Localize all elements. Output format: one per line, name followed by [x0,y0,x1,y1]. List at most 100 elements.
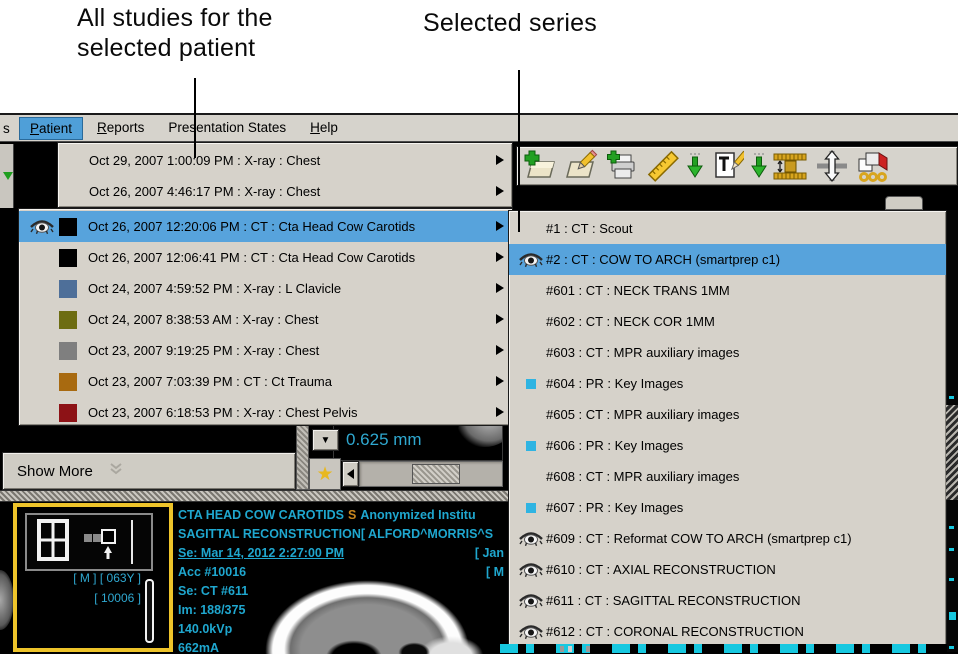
menu-help[interactable]: Help [310,119,338,135]
clipped-viewport-fragment [0,500,15,654]
clipped-scrollbar-fragment [946,405,958,500]
menu-reports[interactable]: Reports [97,119,145,135]
spine-range-icon[interactable] [772,148,810,184]
study-menu-item[interactable]: Oct 26, 2007 12:20:06 PM : CT : Cta Head… [19,211,512,242]
series-menu-item[interactable]: #607 : PR : Key Images [509,492,946,523]
series-label: #604 : PR : Key Images [546,376,684,391]
link-series-icon[interactable] [854,148,892,184]
study-menu-item[interactable]: Oct 26, 2007 12:06:41 PM : CT : Cta Head… [19,242,512,273]
menu-items: Patient Reports Presentation States Help [15,116,348,140]
textured-divider [0,490,513,502]
add-note-icon[interactable] [521,148,559,184]
study-menu-item[interactable]: Oct 23, 2007 9:19:25 PM : X-ray : Chest [19,335,512,366]
image-fragment [0,570,14,630]
submenu-arrow-icon [496,407,504,417]
series-icon-slot [515,502,546,513]
scrollbar-tab-fragment[interactable] [885,196,923,210]
study-color-square [59,310,77,329]
menu-bar: s Patient Reports Presentation States Help [0,113,958,142]
series-menu-item[interactable]: #609 : CT : Reformat COW TO ARCH (smartp… [509,523,946,554]
study-menu-item[interactable]: Oct 29, 2007 1:00:09 PM : X-ray : Chest [58,145,512,176]
study-menu-item[interactable]: Oct 24, 2007 4:59:52 PM : X-ray : L Clav… [19,273,512,304]
ct-image-viewport[interactable]: CTA HEAD COW CAROTIDS S Anonymized Institu… [173,502,508,654]
series-menu-item[interactable]: #611 : CT : SAGITTAL RECONSTRUCTION [509,585,946,616]
divider [131,520,133,564]
series-label: #612 : CT : CORONAL RECONSTRUCTION [546,624,804,639]
menu-patient[interactable]: Patient [19,116,84,140]
study-color-square [59,248,77,267]
vertical-scroll-indicator[interactable] [145,579,154,643]
study-color-square [59,403,77,422]
slice-thickness-value: 0.625 mm [346,430,422,449]
series-menu-item[interactable]: #605 : CT : MPR auxiliary images [509,399,946,430]
thumbnail-viewport[interactable]: [ M ] [ 063Y ] [ 10006 ] [13,503,173,652]
series-label: #606 : PR : Key Images [546,438,684,453]
series-menu-item[interactable]: #608 : CT : MPR auxiliary images [509,461,946,492]
patient-id: [ 10006 ] [94,591,141,605]
series-label: #610 : CT : AXIAL RECONSTRUCTION [546,562,776,577]
series-menu-item[interactable]: #612 : CT : CORONAL RECONSTRUCTION [509,616,946,647]
show-more-label: Show More [17,462,93,480]
study-menu-item[interactable]: Oct 24, 2007 8:38:53 AM : X-ray : Chest [19,304,512,335]
study-menu-item[interactable]: Oct 26, 2007 4:46:17 PM : X-ray : Chest [58,176,512,207]
series-label: #601 : CT : NECK TRANS 1MM [546,283,730,298]
submenu-arrow-icon [496,314,504,324]
key-image-square [525,502,536,513]
study-color-square [59,217,77,236]
study-label: Oct 23, 2007 9:19:25 PM : X-ray : Chest [88,343,320,358]
series-label: #605 : CT : MPR auxiliary images [546,407,740,422]
visible-eye-icon [515,251,546,268]
visible-eye-icon [25,218,59,235]
import-arrow-icon[interactable] [685,148,705,184]
annotation-all-studies: All studies for the selected patient [77,4,273,62]
pan-vertical-icon[interactable] [813,148,851,184]
series-menu-item[interactable]: #1 : CT : Scout [509,213,946,244]
grid-2x2-layout-icon[interactable] [37,519,69,566]
show-more-button[interactable]: Show More [2,452,296,490]
scroll-left-button[interactable] [342,461,359,487]
annotation-callout-line-studies [194,78,196,158]
series-menu-item[interactable]: #603 : CT : MPR auxiliary images [509,337,946,368]
series-menu-item[interactable]: #604 : PR : Key Images [509,368,946,399]
series-icon-slot [515,440,546,451]
visible-eye-icon [515,561,546,578]
study-menu-item[interactable]: Oct 23, 2007 7:03:39 PM : CT : Ct Trauma [19,366,512,397]
series-menu-item[interactable]: #610 : CT : AXIAL RECONSTRUCTION [509,554,946,585]
ruler-icon[interactable] [644,148,682,184]
status-badge: S [347,508,357,522]
series-label: #1 : CT : Scout [546,221,633,236]
series-label: #611 : CT : SAGITTAL RECONSTRUCTION [546,593,801,608]
series-label: #607 : PR : Key Images [546,500,684,515]
submenu-arrow-icon [496,252,504,262]
submenu-arrow-icon [496,376,504,386]
series-menu-item[interactable]: #602 : CT : NECK COR 1MM [509,306,946,337]
annotation-selected-series: Selected series [423,9,597,37]
horizontal-scrollbar[interactable] [359,461,503,487]
series-label: #609 : CT : Reformat COW TO ARCH (smartp… [546,531,852,546]
toolbar [516,146,958,186]
series-position-icon[interactable] [83,525,123,566]
study-label: Oct 26, 2007 12:20:06 PM : CT : Cta Head… [88,219,416,234]
series-menu-item[interactable]: #606 : PR : Key Images [509,430,946,461]
study-label: Oct 24, 2007 8:38:53 AM : X-ray : Chest [88,312,319,327]
study-label: Oct 29, 2007 1:00:09 PM : X-ray : Chest [89,153,321,168]
clipped-toolbar-fragment [0,144,14,208]
clipped-text-fragments [500,644,947,653]
study-menu-item[interactable]: Oct 23, 2007 6:18:53 PM : X-ray : Chest … [19,397,512,428]
study-label: Oct 26, 2007 4:46:17 PM : X-ray : Chest [89,184,321,199]
import-arrow-icon[interactable] [749,148,769,184]
patient-demographics: [ M ] [ 063Y ] [73,571,141,585]
dropdown-button[interactable]: ▼ [312,429,339,451]
visible-eye-icon [515,623,546,640]
favorite-star-icon[interactable]: ★ [309,458,341,490]
study-label: Oct 24, 2007 4:59:52 PM : X-ray : L Clav… [88,281,342,296]
edit-note-icon[interactable] [562,148,600,184]
series-menu-item[interactable]: #601 : CT : NECK TRANS 1MM [509,275,946,306]
series-menu-item[interactable]: #2 : CT : COW TO ARCH (smartprep c1) [509,244,946,275]
key-image-square [525,378,536,389]
add-print-icon[interactable] [603,148,641,184]
text-note-icon[interactable] [708,148,746,184]
clipped-menu-fragment: s [3,120,10,136]
menu-presentation-states[interactable]: Presentation States [168,119,287,135]
scrollbar-thumb[interactable] [412,464,460,484]
